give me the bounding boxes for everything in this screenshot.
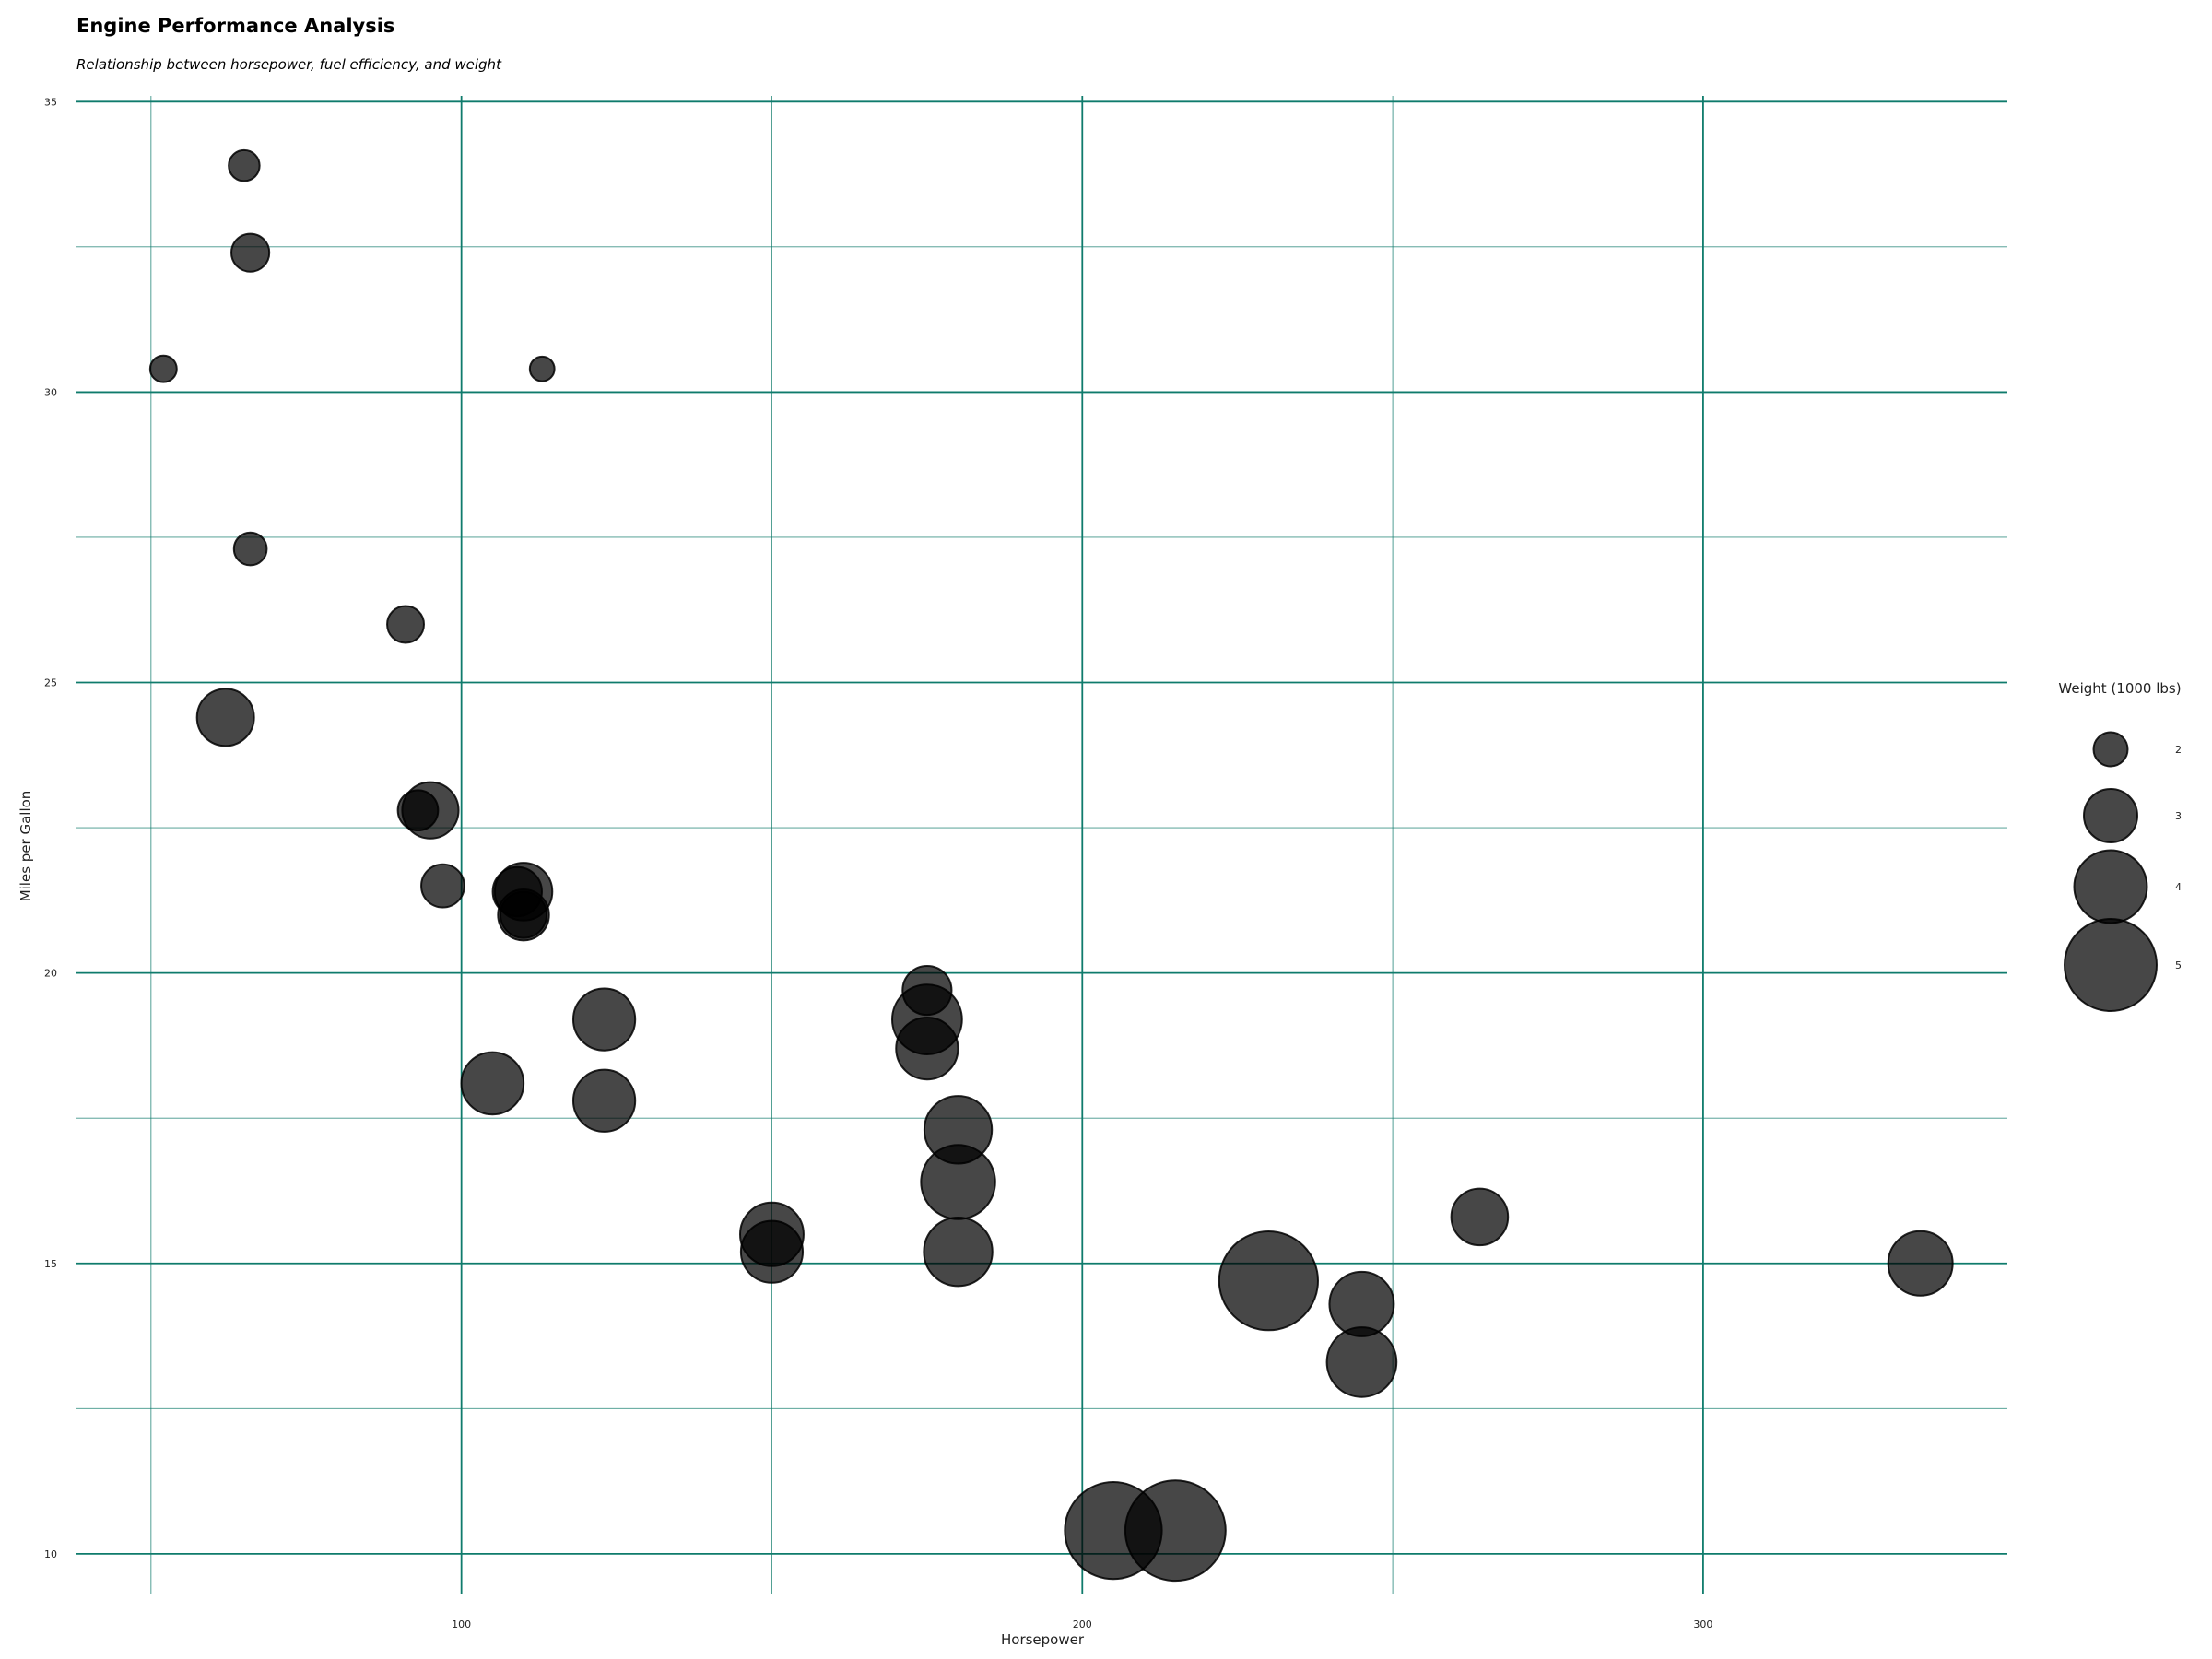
y-tick-label: 35 <box>44 96 57 108</box>
x-tick-label: 300 <box>1693 1618 1712 1630</box>
data-point-bubble <box>386 605 425 644</box>
data-point-bubble <box>460 1051 525 1116</box>
data-point-bubble <box>528 355 556 382</box>
chart-subtitle: Relationship between horsepower, fuel ef… <box>76 56 501 73</box>
data-point-bubble <box>923 1216 994 1288</box>
data-point-bubble <box>148 354 178 383</box>
y-tick-label: 20 <box>44 968 57 980</box>
data-points <box>148 148 1954 1583</box>
legend-label: 4 <box>2175 881 2182 893</box>
data-point-bubble <box>401 781 460 840</box>
legend-title: Weight (1000 lbs) <box>2058 680 2181 697</box>
data-point-bubble <box>1887 1230 1954 1297</box>
legend-label: 3 <box>2175 810 2182 822</box>
data-point-bubble <box>1124 1479 1227 1583</box>
data-point-bubble <box>571 1068 637 1133</box>
y-axis-title: Miles per Gallon <box>18 791 34 902</box>
data-point-bubble <box>195 688 255 747</box>
legend: Weight (1000 lbs) 2 3 4 5 <box>2058 680 2182 1012</box>
legend-key-circle <box>2083 788 2138 843</box>
data-point-bubble <box>228 148 261 182</box>
data-point-bubble <box>491 865 543 918</box>
data-point-bubble <box>1218 1230 1319 1332</box>
y-tick-label: 15 <box>44 1258 57 1270</box>
legend-label: 2 <box>2175 744 2182 756</box>
y-tick-label: 25 <box>44 677 57 689</box>
data-point-bubble <box>901 964 953 1017</box>
y-tick-label: 30 <box>44 386 57 398</box>
data-point-bubble <box>1325 1326 1398 1398</box>
x-axis-title: Horsepower <box>1001 1631 1085 1648</box>
data-point-bubble <box>230 232 271 273</box>
y-tick-label: 10 <box>44 1548 57 1560</box>
data-point-bubble <box>923 1095 994 1165</box>
data-point-bubble <box>739 1219 805 1284</box>
x-tick-label: 100 <box>452 1618 471 1630</box>
grid-lines <box>76 96 2007 1594</box>
data-point-bubble <box>571 987 637 1052</box>
x-tick-label: 200 <box>1073 1618 1092 1630</box>
data-point-bubble <box>420 863 465 909</box>
legend-key-circle <box>2092 731 2129 768</box>
legend-label: 5 <box>2175 959 2182 971</box>
data-point-bubble <box>232 531 268 567</box>
legend-key-circle <box>2073 849 2148 924</box>
legend-items: 2 3 4 5 <box>2064 731 2182 1012</box>
data-point-bubble <box>1450 1187 1510 1247</box>
legend-key-circle <box>2064 918 2158 1012</box>
tick-labels: 100 200 300 10 15 20 25 30 35 <box>44 96 1712 1630</box>
chart-title: Engine Performance Analysis <box>76 15 395 37</box>
